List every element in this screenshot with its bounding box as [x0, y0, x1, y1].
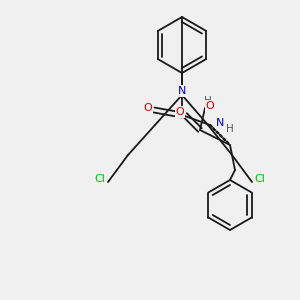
Text: H: H: [226, 124, 234, 134]
Text: N: N: [178, 86, 186, 96]
Text: O: O: [144, 103, 152, 113]
Text: H: H: [204, 96, 212, 106]
Text: O: O: [176, 107, 184, 117]
Text: N: N: [216, 118, 224, 128]
Text: Cl: Cl: [255, 174, 266, 184]
Text: Cl: Cl: [94, 174, 105, 184]
Text: O: O: [206, 101, 214, 111]
